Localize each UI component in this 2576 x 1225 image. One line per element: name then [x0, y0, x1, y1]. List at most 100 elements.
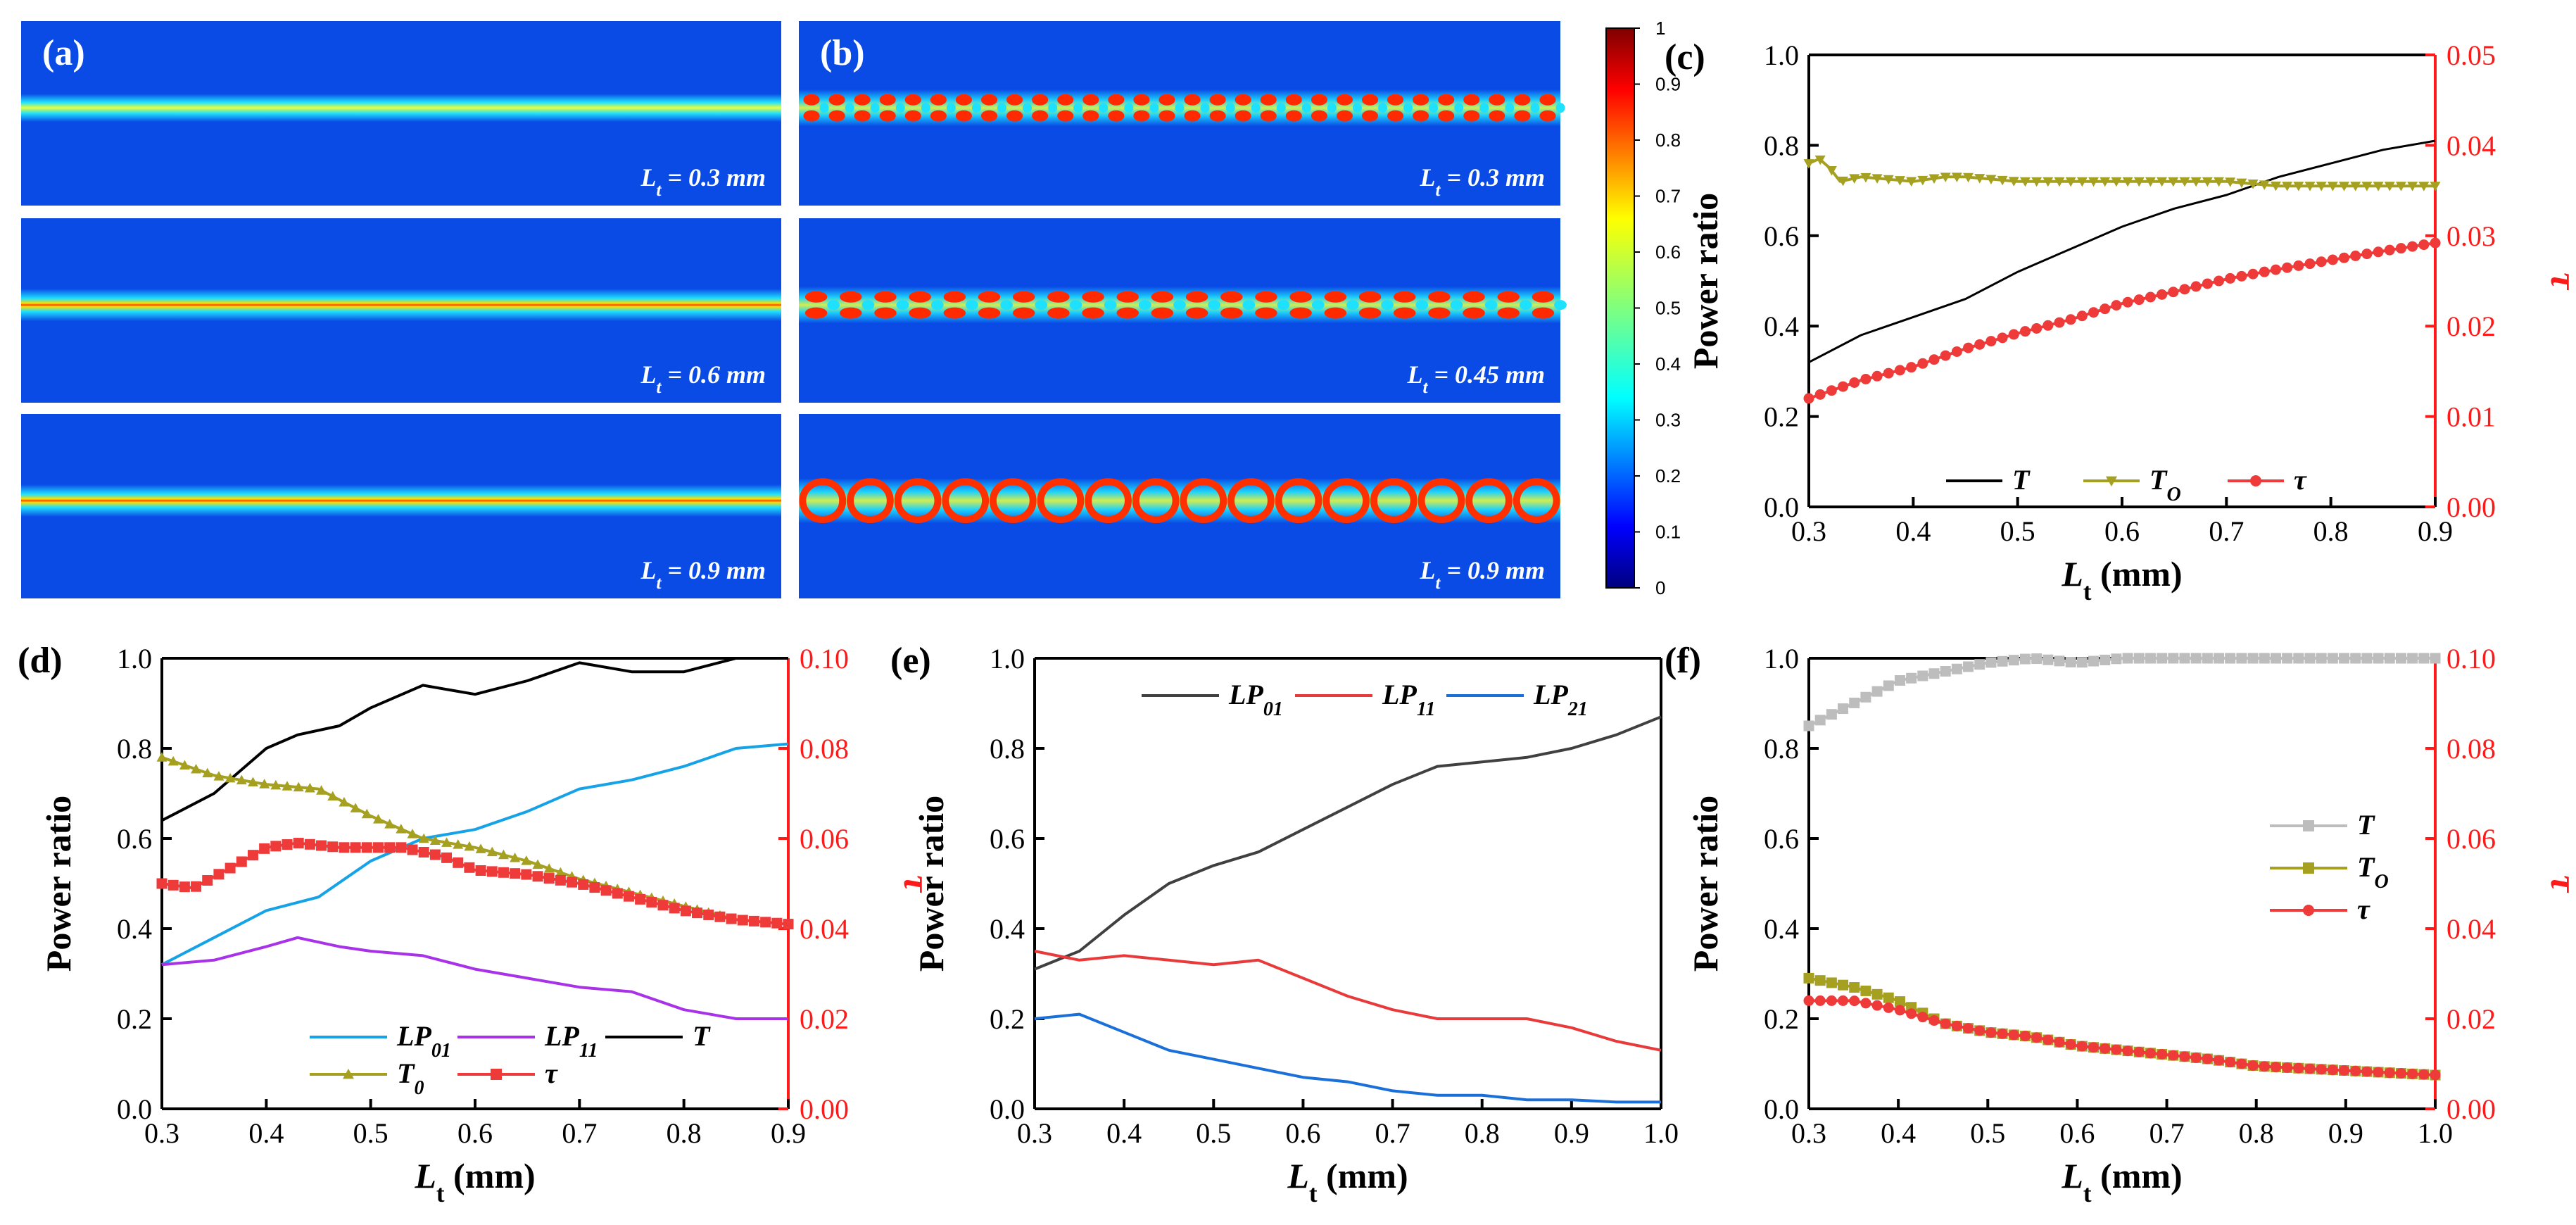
- data-point: [2247, 653, 2259, 664]
- data-point: [2157, 289, 2168, 300]
- x-tick-label: 0.4: [1895, 515, 1931, 547]
- x-axis-label-main: L: [2061, 554, 2083, 593]
- heatmap-spot: [930, 300, 944, 310]
- y-tick-label: 0.0: [117, 1093, 152, 1125]
- data-point: [2236, 270, 2247, 282]
- data-point: [1803, 972, 1814, 984]
- data-point: [1803, 159, 1814, 169]
- data-point: [2202, 653, 2213, 664]
- legend-label-sub: O: [2166, 484, 2180, 505]
- data-point: [680, 905, 691, 917]
- data-point: [2270, 181, 2281, 191]
- legend: LP01 LP11 LP21: [1142, 679, 1588, 720]
- y-tick-label: 0.2: [990, 1003, 1025, 1035]
- heatmap-spot: [955, 94, 972, 106]
- data-point: [1871, 988, 1883, 1000]
- data-point: [2122, 653, 2133, 664]
- heatmap-spot: [1235, 94, 1251, 106]
- heatmap-spot: [1104, 300, 1117, 310]
- data-point: [2202, 278, 2213, 289]
- data-point: [453, 857, 464, 868]
- chart-c: 0.3 0.4 0.5 0.6 0.7 0.8 0.9 0.0 0.2 0.4 0.6 0.8 1.0 0…: [1665, 37, 2576, 605]
- data-point: [2282, 1062, 2293, 1073]
- data-point: [2133, 294, 2145, 306]
- data-point: [1838, 176, 1849, 187]
- legend-label: TO: [2357, 851, 2389, 893]
- data-point: [543, 863, 555, 873]
- data-point: [2303, 820, 2314, 831]
- heatmap-spot: [978, 291, 1001, 303]
- heatmap-spot: [874, 291, 897, 303]
- heatmap-spot: [1209, 110, 1226, 122]
- data-point: [156, 752, 168, 762]
- data-point: [1849, 174, 1860, 184]
- heatmap-spot: [930, 94, 947, 106]
- data-point: [2247, 180, 2259, 189]
- data-point: [1826, 709, 1837, 720]
- data-point: [623, 891, 634, 902]
- data-point: [1963, 342, 1974, 353]
- x-axis-label-sub: t: [436, 1180, 445, 1207]
- series-lp01-0: [1034, 715, 1662, 971]
- data-point: [1917, 175, 1928, 186]
- data-point: [343, 1069, 354, 1079]
- series-to-1: [1803, 972, 2441, 1081]
- data-point: [2259, 1061, 2270, 1072]
- data-point: [464, 841, 475, 851]
- data-point: [2190, 177, 2202, 187]
- data-point: [2168, 287, 2179, 298]
- data-point: [1860, 373, 1871, 384]
- heatmap-spot: [1047, 291, 1070, 303]
- panel-letter-e: (e): [890, 641, 931, 681]
- data-point: [1849, 982, 1860, 993]
- data-point: [1906, 672, 1917, 684]
- heatmap-a-label-2: Lt = 0.6 mm: [640, 360, 766, 397]
- data-point: [1849, 697, 1860, 708]
- heatmap-spot: [1082, 110, 1099, 122]
- series--4: [156, 838, 794, 930]
- heatmap-spot: [803, 94, 820, 106]
- legend-label-main: LP: [1533, 679, 1568, 710]
- data-point: [555, 874, 566, 886]
- heatmap-spot: [1073, 103, 1083, 113]
- data-point: [1826, 977, 1837, 988]
- data-point: [2361, 1066, 2373, 1077]
- data-point: [2430, 653, 2441, 664]
- x-axis-label-main: L: [414, 1156, 436, 1195]
- heatmap-spot: [827, 300, 840, 310]
- heatmap-spot: [1085, 478, 1132, 524]
- heatmap-spot: [1532, 291, 1555, 303]
- data-point: [1963, 661, 1974, 672]
- heatmap-spot: [1463, 110, 1480, 122]
- y-tick-label: 0.4: [1764, 310, 1799, 342]
- heatmap-spot: [1539, 94, 1556, 106]
- data-point: [156, 878, 168, 889]
- heatmap-spot: [1289, 307, 1312, 319]
- y-tick-label: 0.8: [990, 733, 1025, 765]
- colorbar-gradient: [1605, 27, 1635, 589]
- heatmap-spot: [1023, 103, 1033, 113]
- data-point: [247, 777, 258, 786]
- heatmap-spot: [1000, 300, 1013, 310]
- heatmap-spot: [854, 110, 871, 122]
- y2-tick-label: 0.05: [2446, 39, 2496, 71]
- heatmap-spot: [1180, 478, 1227, 524]
- x-tick-label: 0.4: [1106, 1117, 1142, 1149]
- data-point: [2122, 1045, 2133, 1057]
- x-tick-label: 0.5: [2000, 515, 2035, 547]
- heatmap-spot: [1242, 300, 1256, 310]
- heatmap-spot: [1463, 94, 1480, 106]
- series-line: [161, 742, 789, 966]
- heatmap-spot: [1311, 94, 1327, 106]
- heatmap-spot: [894, 478, 942, 524]
- data-point: [760, 917, 771, 928]
- heatmap-b-label-2-post: = 0.45 mm: [1427, 360, 1545, 389]
- data-point: [304, 783, 315, 793]
- x-tick-label: 0.6: [2059, 1117, 2095, 1149]
- data-point: [2122, 177, 2133, 187]
- data-point: [2316, 1064, 2327, 1075]
- legend-label: τ: [2357, 893, 2370, 925]
- data-point: [1985, 1027, 1997, 1038]
- data-point: [475, 843, 486, 853]
- data-point: [407, 829, 418, 838]
